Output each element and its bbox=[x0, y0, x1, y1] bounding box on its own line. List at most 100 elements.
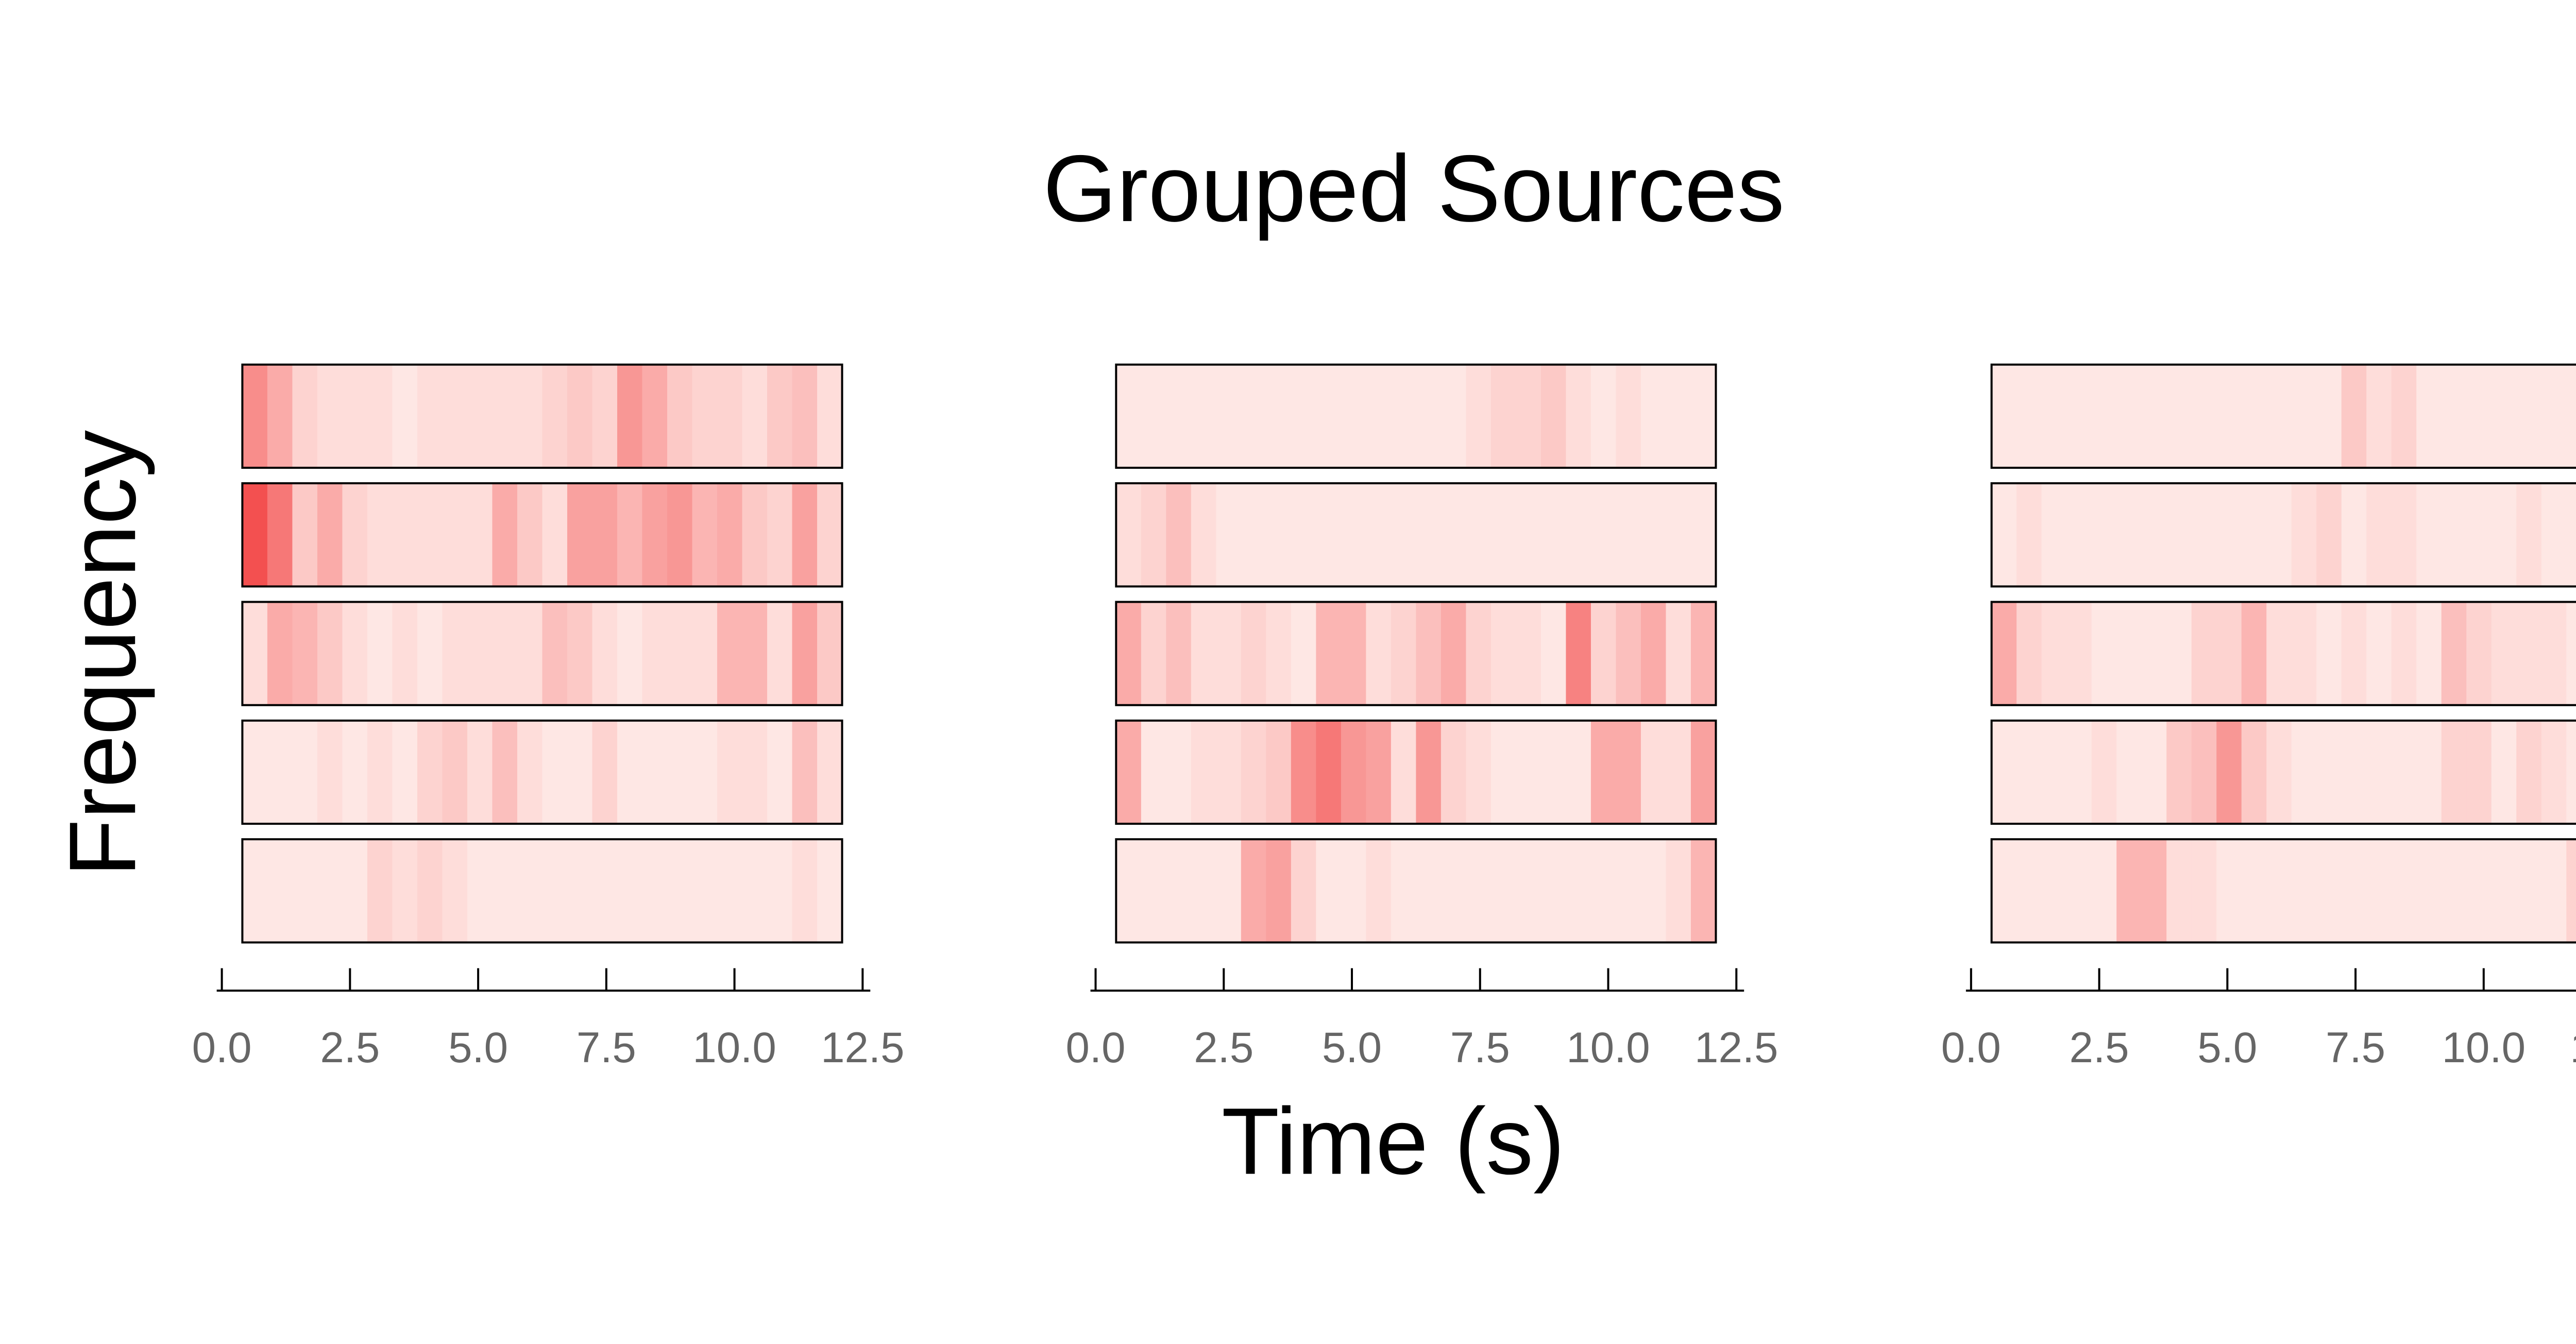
heatmap-cell bbox=[1640, 364, 1667, 468]
heatmap-cell bbox=[1166, 839, 1192, 943]
heatmap-cell bbox=[2366, 839, 2393, 943]
heatmap-cell bbox=[2566, 364, 2576, 468]
row-frame bbox=[1990, 719, 2576, 825]
heatmap-cell bbox=[2566, 483, 2576, 587]
heatmap-cell bbox=[1540, 364, 1567, 468]
heatmap-cell bbox=[1266, 364, 1292, 468]
heatmap-cell bbox=[492, 602, 518, 705]
heatmap-cell bbox=[2116, 720, 2142, 824]
heatmap-cell bbox=[1316, 602, 1342, 705]
heatmap-cell bbox=[1566, 364, 1592, 468]
heatmap-cell bbox=[1516, 839, 1542, 943]
heatmap-cell bbox=[2366, 483, 2393, 587]
x-tick-label: 2.5 bbox=[320, 1023, 380, 1071]
x-tick-label: 2.5 bbox=[2070, 1023, 2129, 1071]
heatmap-cell bbox=[467, 839, 493, 943]
heatmap-cell bbox=[467, 483, 493, 587]
row-frame bbox=[1115, 838, 1717, 944]
heatmap-cell bbox=[1616, 602, 1642, 705]
heatmap-cell bbox=[2441, 602, 2467, 705]
heatmap-cell bbox=[2416, 602, 2443, 705]
heatmap-cell bbox=[1366, 839, 1392, 943]
heatmap-cell bbox=[567, 602, 593, 705]
heatmap-cell bbox=[2441, 720, 2467, 824]
heatmap-cell bbox=[1640, 483, 1667, 587]
heatmap-cell bbox=[2016, 720, 2042, 824]
heatmap-cell bbox=[1391, 602, 1417, 705]
heatmap-cell bbox=[517, 720, 543, 824]
heatmap-cell bbox=[417, 483, 443, 587]
heatmap-cell bbox=[592, 839, 618, 943]
heatmap-cell bbox=[817, 720, 843, 824]
heatmap-cell bbox=[2516, 483, 2543, 587]
heatmap-cell bbox=[692, 364, 718, 468]
heatmap-cell bbox=[2266, 364, 2293, 468]
heatmap-cell bbox=[1116, 720, 1142, 824]
heatmap-cell bbox=[2416, 839, 2443, 943]
heatmap-cell bbox=[2541, 720, 2567, 824]
heatmap-cell bbox=[467, 720, 493, 824]
heatmap-cell bbox=[392, 720, 418, 824]
heatmap-cell bbox=[1640, 720, 1667, 824]
heatmap-cell bbox=[1116, 839, 1142, 943]
heatmap-cell bbox=[2366, 720, 2393, 824]
heatmap-cell bbox=[467, 602, 493, 705]
heatmap-cell bbox=[2141, 839, 2167, 943]
heatmap-cell bbox=[617, 602, 643, 705]
heatmap-cell bbox=[342, 483, 368, 587]
heatmap-cell bbox=[1991, 364, 2018, 468]
heatmap-cell bbox=[2041, 483, 2067, 587]
heatmap-cell bbox=[1141, 720, 1167, 824]
row-frame bbox=[1115, 601, 1717, 706]
heatmap-cell bbox=[1391, 839, 1417, 943]
heatmap-cell bbox=[317, 602, 343, 705]
heatmap-cell bbox=[2016, 839, 2042, 943]
heatmap-cell bbox=[2091, 720, 2117, 824]
heatmap-cell bbox=[317, 483, 343, 587]
heatmap-cell bbox=[2116, 364, 2142, 468]
heatmap-cell bbox=[2216, 483, 2243, 587]
heatmap-cell bbox=[767, 364, 793, 468]
heatmap-cell bbox=[1416, 839, 1442, 943]
heatmap-cell bbox=[1166, 483, 1192, 587]
heatmap-cell bbox=[2516, 602, 2543, 705]
heatmap-cell bbox=[1540, 602, 1567, 705]
row-frame bbox=[1115, 363, 1717, 469]
heatmap-cell bbox=[1466, 602, 1492, 705]
heatmap-cell bbox=[417, 364, 443, 468]
x-tick-label: 0.0 bbox=[1066, 1023, 1126, 1071]
heatmap-cell bbox=[342, 720, 368, 824]
heatmap-cell bbox=[742, 839, 768, 943]
heatmap-cell bbox=[417, 720, 443, 824]
heatmap-cell bbox=[692, 483, 718, 587]
heatmap-cell bbox=[492, 364, 518, 468]
heatmap-cell bbox=[742, 364, 768, 468]
heatmap-cell bbox=[367, 720, 393, 824]
chart-title: Grouped Sources bbox=[1043, 135, 1785, 241]
x-tick-label: 7.5 bbox=[1450, 1023, 1510, 1071]
heatmap-cell bbox=[1141, 483, 1167, 587]
heatmap-cell bbox=[2491, 483, 2517, 587]
heatmap-cell bbox=[342, 839, 368, 943]
heatmap-cell bbox=[692, 720, 718, 824]
heatmap-cell bbox=[2541, 364, 2567, 468]
heatmap-cell bbox=[2191, 602, 2217, 705]
heatmap-cell bbox=[292, 839, 318, 943]
heatmap-cell bbox=[1590, 602, 1617, 705]
x-tick-label: 5.0 bbox=[2197, 1023, 2257, 1071]
heatmap-cell bbox=[1266, 720, 1292, 824]
heatmap-cell bbox=[2191, 483, 2217, 587]
heatmap-cell bbox=[517, 602, 543, 705]
x-axis-label: Time (s) bbox=[1222, 1088, 1565, 1194]
heatmap-cell bbox=[2091, 364, 2117, 468]
heatmap-cell bbox=[267, 602, 293, 705]
heatmap-cell bbox=[2266, 483, 2293, 587]
heatmap-cell bbox=[1341, 720, 1367, 824]
heatmap-cell bbox=[792, 720, 818, 824]
heatmap-cell bbox=[592, 602, 618, 705]
heatmap-cell bbox=[567, 720, 593, 824]
heatmap-cell bbox=[2141, 364, 2167, 468]
heatmap-cell bbox=[642, 720, 668, 824]
heatmap-cell bbox=[567, 839, 593, 943]
heatmap-cell bbox=[2216, 720, 2243, 824]
